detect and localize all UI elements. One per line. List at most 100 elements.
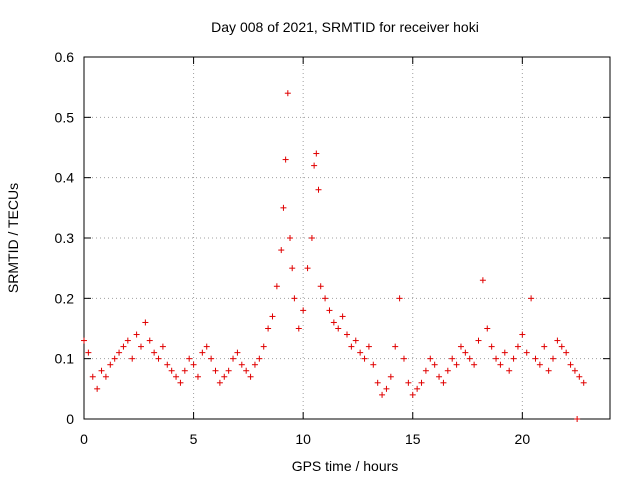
- data-point: [541, 343, 548, 350]
- data-point: [282, 156, 289, 163]
- data-point: [479, 277, 486, 284]
- data-point: [289, 265, 296, 272]
- data-point: [265, 325, 272, 332]
- data-point: [311, 162, 318, 169]
- data-point: [313, 150, 320, 157]
- data-point: [563, 349, 570, 356]
- data-point: [484, 325, 491, 332]
- data-point: [243, 367, 250, 374]
- data-point: [576, 373, 583, 380]
- data-point: [405, 379, 412, 386]
- data-point: [120, 343, 127, 350]
- data-point: [186, 355, 193, 362]
- x-tick-label: 10: [295, 431, 311, 447]
- data-point: [212, 367, 219, 374]
- y-tick-label: 0.6: [55, 49, 75, 65]
- data-point: [361, 355, 368, 362]
- data-point: [418, 379, 425, 386]
- x-tick-label: 15: [405, 431, 421, 447]
- data-point: [300, 307, 307, 314]
- data-point: [247, 373, 254, 380]
- data-point: [488, 343, 495, 350]
- data-point: [392, 343, 399, 350]
- data-point: [151, 349, 158, 356]
- data-point: [111, 355, 118, 362]
- data-point: [291, 295, 298, 302]
- data-point: [532, 355, 539, 362]
- data-point: [427, 355, 434, 362]
- data-point: [379, 391, 386, 398]
- y-tick-label: 0.3: [55, 230, 75, 246]
- data-point: [137, 343, 144, 350]
- data-point: [567, 361, 574, 368]
- y-tick-label: 0.2: [55, 290, 75, 306]
- data-point: [284, 90, 291, 97]
- data-point: [260, 343, 267, 350]
- data-point: [315, 186, 322, 193]
- data-point: [159, 343, 166, 350]
- x-tick-label: 0: [80, 431, 88, 447]
- data-point: [208, 355, 215, 362]
- data-point: [414, 385, 421, 392]
- data-point: [370, 361, 377, 368]
- data-point: [383, 385, 390, 392]
- data-point: [221, 373, 228, 380]
- data-point: [278, 247, 285, 254]
- data-point: [335, 325, 342, 332]
- data-point: [545, 367, 552, 374]
- data-point: [528, 295, 535, 302]
- data-point: [457, 343, 464, 350]
- plot-frame: [83, 56, 611, 420]
- data-point: [396, 295, 403, 302]
- data-point: [181, 367, 188, 374]
- data-point: [317, 283, 324, 290]
- data-point: [440, 379, 447, 386]
- data-point: [357, 349, 364, 356]
- data-point: [514, 343, 521, 350]
- data-point: [168, 367, 175, 374]
- data-point: [554, 337, 561, 344]
- data-point: [129, 355, 136, 362]
- data-point: [497, 361, 504, 368]
- data-point: [94, 385, 101, 392]
- data-point: [234, 349, 241, 356]
- data-point: [142, 319, 149, 326]
- data-point: [81, 337, 87, 344]
- data-point: [116, 349, 123, 356]
- data-point: [506, 367, 513, 374]
- data-point: [164, 361, 171, 368]
- data-point: [523, 349, 530, 356]
- x-tick-label: 20: [515, 431, 531, 447]
- data-point: [536, 361, 543, 368]
- data-point: [326, 307, 333, 314]
- data-point: [287, 235, 294, 241]
- chart-title: Day 008 of 2021, SRMTID for receiver hok…: [211, 19, 479, 35]
- data-point: [580, 379, 587, 386]
- data-point: [519, 331, 526, 338]
- data-point: [322, 295, 329, 302]
- data-point: [344, 331, 350, 338]
- data-point: [387, 373, 394, 380]
- data-point: [571, 367, 578, 374]
- data-point: [238, 361, 245, 368]
- data-point: [330, 319, 337, 326]
- y-tick-label: 0.1: [55, 351, 75, 367]
- data-point: [295, 325, 302, 332]
- data-point: [339, 313, 346, 320]
- data-point: [449, 355, 456, 362]
- data-point: [352, 337, 359, 344]
- data-point: [133, 331, 140, 338]
- data-point: [273, 283, 280, 290]
- data-point: [230, 355, 237, 362]
- data-point: [431, 361, 438, 368]
- data-point: [550, 355, 557, 362]
- data-point: [466, 355, 473, 362]
- data-point: [493, 355, 500, 362]
- data-point: [251, 361, 258, 368]
- y-tick-label: 0.5: [55, 109, 75, 125]
- data-point: [558, 343, 565, 350]
- data-point: [190, 361, 197, 368]
- data-point: [400, 355, 407, 362]
- grid: [84, 57, 610, 419]
- x-tick-label: 5: [190, 431, 198, 447]
